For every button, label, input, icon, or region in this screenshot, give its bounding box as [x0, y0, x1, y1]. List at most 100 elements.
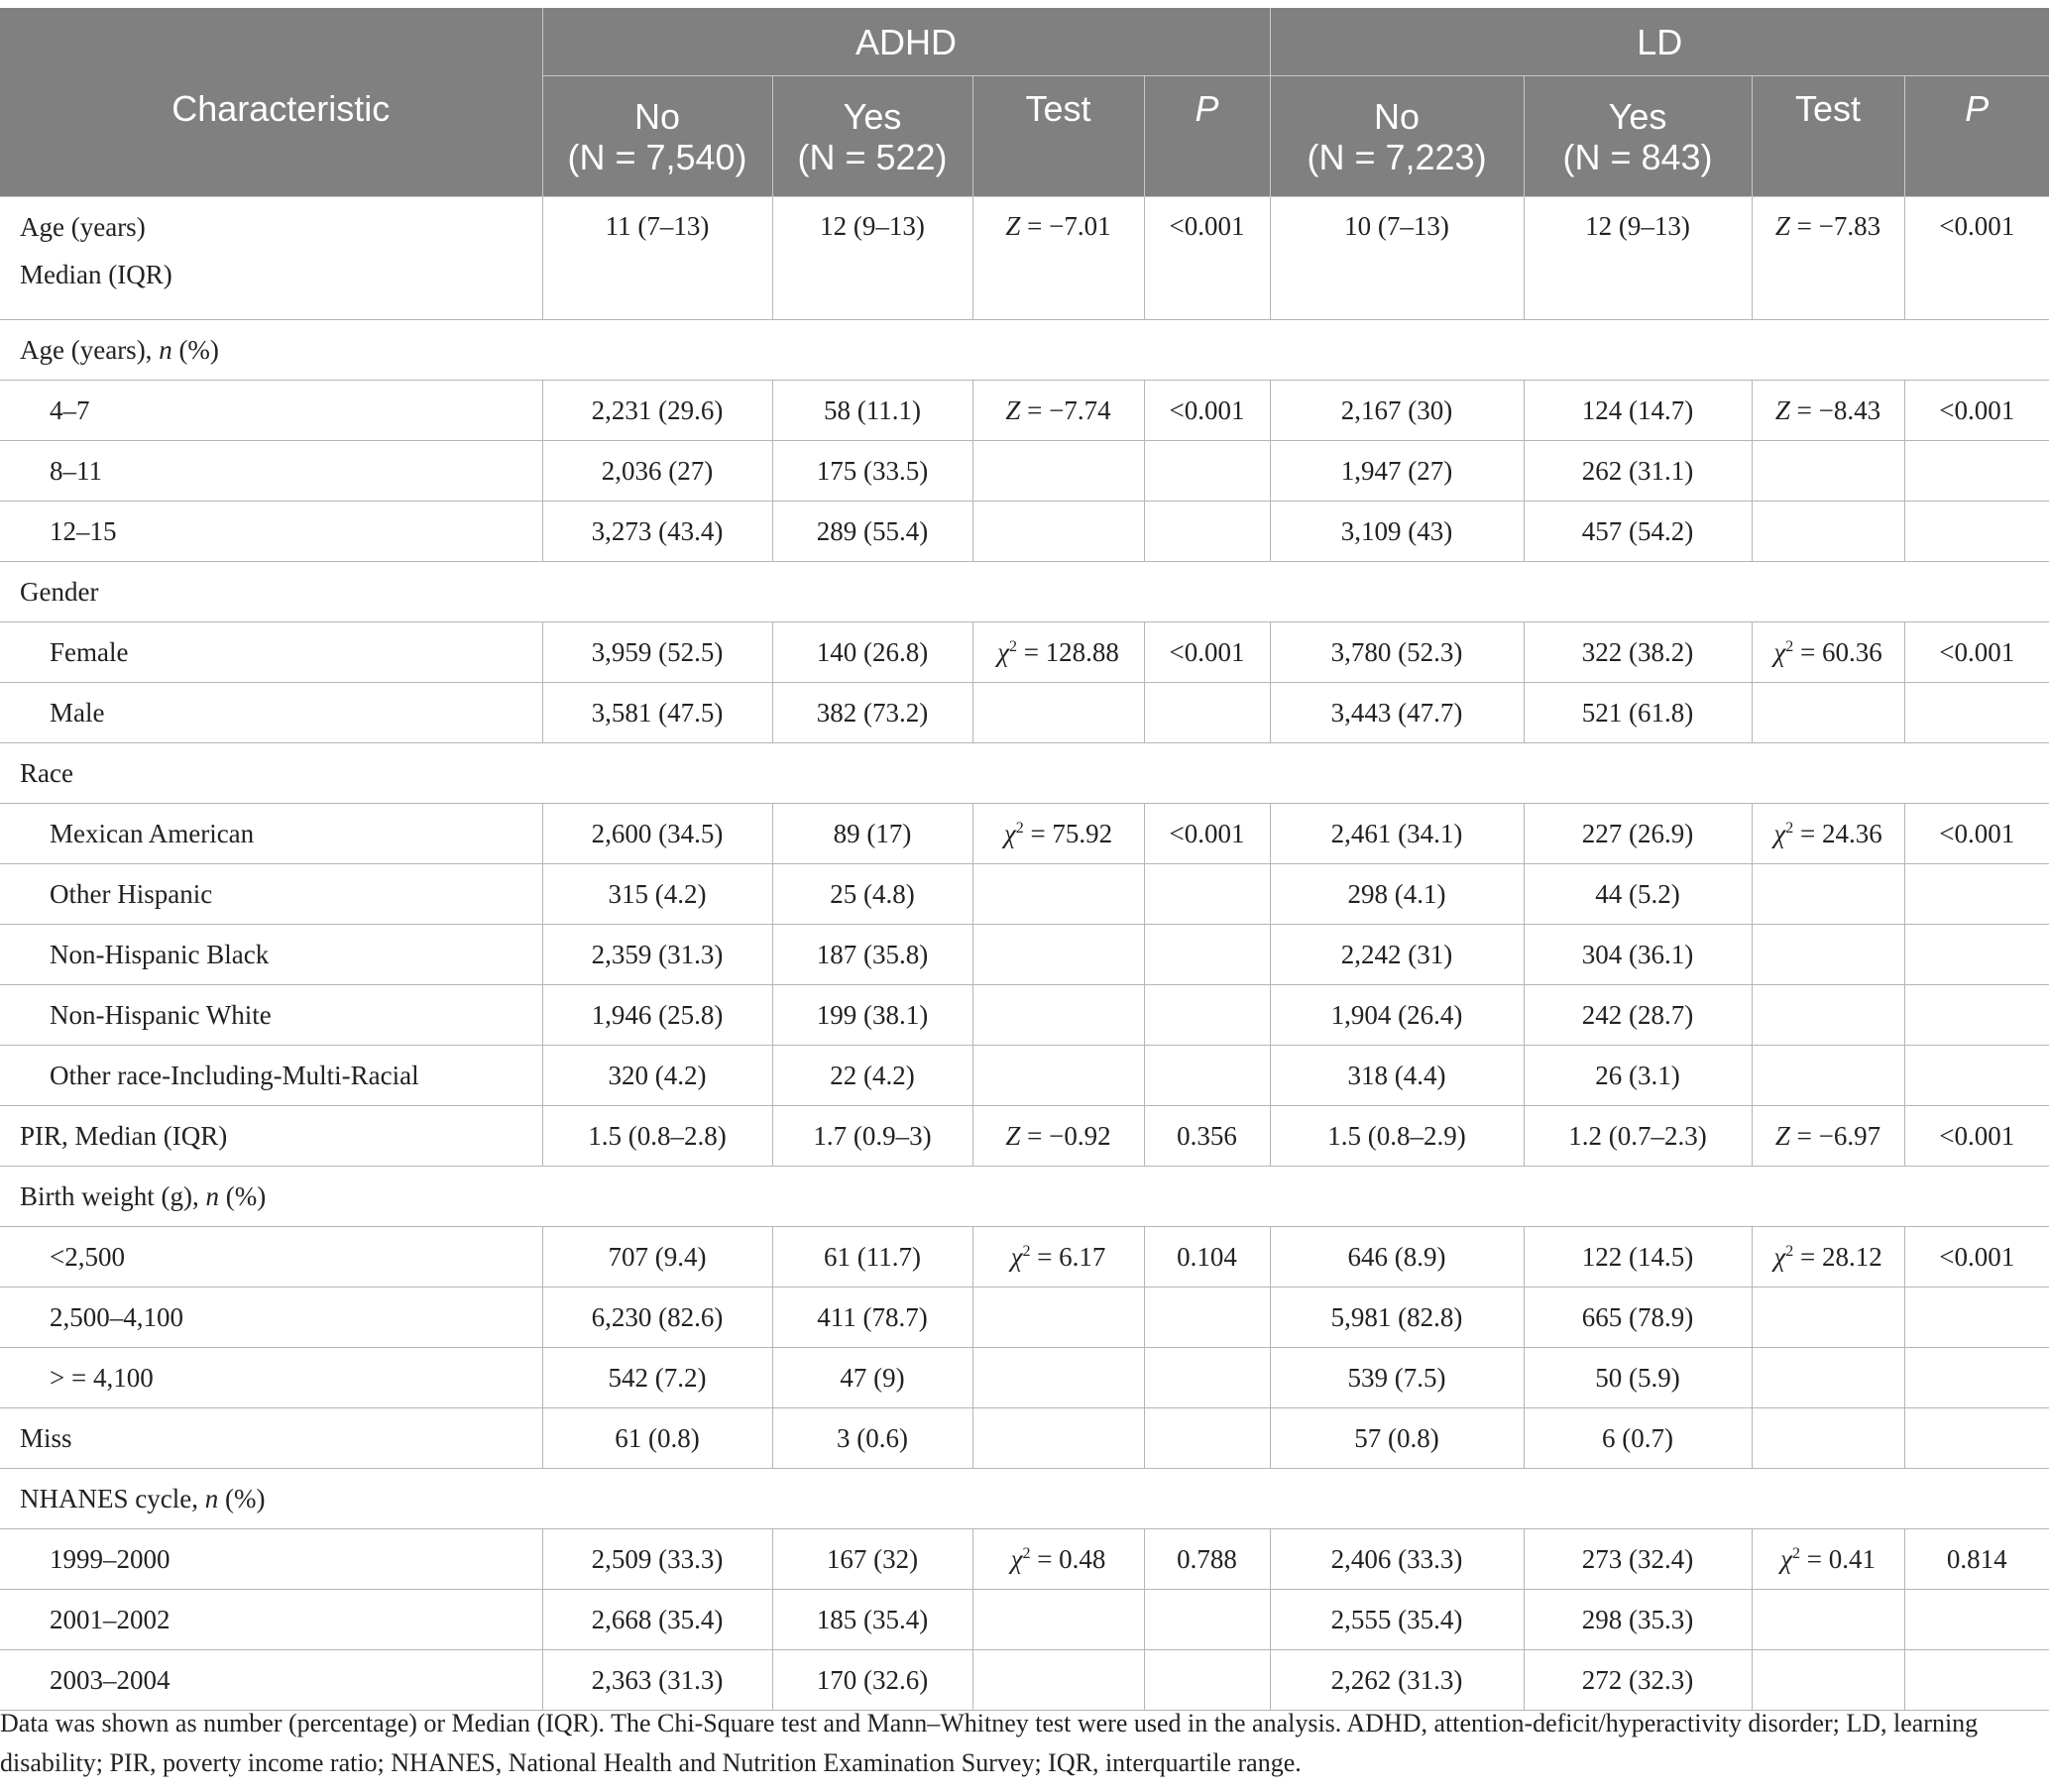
- cell-ld-test: Z = −7.83: [1751, 196, 1905, 320]
- row-label: Non-Hispanic Black: [0, 924, 543, 985]
- cell-ld-no: 3,443 (47.7): [1269, 682, 1525, 743]
- cell-ld-yes: 304 (36.1): [1523, 924, 1753, 985]
- cell-ld-no: 57 (0.8): [1269, 1407, 1525, 1469]
- cell-adhd-no: 2,509 (33.3): [541, 1528, 773, 1590]
- cell-ld-p: [1903, 1045, 2049, 1106]
- cell-ld-yes: 298 (35.3): [1523, 1589, 1753, 1650]
- cell-ld-no: 2,262 (31.3): [1269, 1649, 1525, 1711]
- cell-ld-no: 5,981 (82.8): [1269, 1287, 1525, 1348]
- cell-adhd-no: 2,600 (34.5): [541, 803, 773, 864]
- cell-adhd-test: [971, 682, 1145, 743]
- cell-ld-test: χ2 = 60.36: [1751, 621, 1905, 683]
- cell-adhd-test: Z = −0.92: [971, 1105, 1145, 1167]
- cell-ld-test: [1751, 924, 1905, 985]
- row-label: Female: [0, 621, 543, 683]
- cell-ld-p: [1903, 501, 2049, 562]
- table-row: 4–7 2,231 (29.6) 58 (11.1) Z = −7.74 <0.…: [0, 380, 2049, 441]
- cell-adhd-yes: 411 (78.7): [771, 1287, 973, 1348]
- cell-ld-p: <0.001: [1903, 803, 2049, 864]
- cell-adhd-test: χ2 = 6.17: [971, 1226, 1145, 1288]
- cell-adhd-yes: 3 (0.6): [771, 1407, 973, 1469]
- cell-ld-p: [1903, 1407, 2049, 1469]
- cell-adhd-no: 1.5 (0.8–2.8): [541, 1105, 773, 1167]
- cell-adhd-p: [1143, 984, 1271, 1046]
- cell-adhd-yes: 187 (35.8): [771, 924, 973, 985]
- header-ld-p: P: [1903, 75, 2049, 197]
- cell-adhd-test: [971, 1649, 1145, 1711]
- row-label: Non-Hispanic White: [0, 984, 543, 1046]
- cell-ld-p: [1903, 682, 2049, 743]
- cell-ld-yes: 1.2 (0.7–2.3): [1523, 1105, 1753, 1167]
- section-label: NHANES cycle, n (%): [0, 1468, 2049, 1529]
- table-row: Non-Hispanic White 1,946 (25.8) 199 (38.…: [0, 984, 2049, 1046]
- cell-ld-test: [1751, 1407, 1905, 1469]
- cell-adhd-test: χ2 = 0.48: [971, 1528, 1145, 1590]
- cell-adhd-no: 11 (7–13): [541, 196, 773, 320]
- table-header: Characteristic ADHD LD No (N = 7,540) Yes…: [0, 8, 2049, 197]
- cell-adhd-no: 542 (7.2): [541, 1347, 773, 1408]
- cell-ld-no: 2,167 (30): [1269, 380, 1525, 441]
- cell-ld-p: <0.001: [1903, 621, 2049, 683]
- cell-ld-test: [1751, 984, 1905, 1046]
- cell-adhd-p: [1143, 924, 1271, 985]
- table-row: Male 3,581 (47.5) 382 (73.2) 3,443 (47.7…: [0, 682, 2049, 743]
- cell-ld-yes: 521 (61.8): [1523, 682, 1753, 743]
- cell-ld-no: 539 (7.5): [1269, 1347, 1525, 1408]
- cell-adhd-yes: 58 (11.1): [771, 380, 973, 441]
- cell-adhd-p: [1143, 1045, 1271, 1106]
- header-ld-no-n: (N = 7,223): [1307, 136, 1487, 177]
- cell-adhd-yes: 1.7 (0.9–3): [771, 1105, 973, 1167]
- cell-ld-test: [1751, 1347, 1905, 1408]
- table-row: <2,500 707 (9.4) 61 (11.7) χ2 = 6.17 0.1…: [0, 1226, 2049, 1288]
- characteristics-table-container: Characteristic ADHD LD No (N = 7,540) Yes…: [0, 8, 2049, 1711]
- cell-adhd-test: Z = −7.01: [971, 196, 1145, 320]
- cell-ld-test: χ2 = 28.12: [1751, 1226, 1905, 1288]
- cell-ld-yes: 122 (14.5): [1523, 1226, 1753, 1288]
- cell-ld-yes: 665 (78.9): [1523, 1287, 1753, 1348]
- cell-adhd-no: 320 (4.2): [541, 1045, 773, 1106]
- cell-ld-no: 2,242 (31): [1269, 924, 1525, 985]
- cell-adhd-yes: 140 (26.8): [771, 621, 973, 683]
- cell-adhd-yes: 185 (35.4): [771, 1589, 973, 1650]
- cell-ld-p: <0.001: [1903, 1226, 2049, 1288]
- table-row: Other race-Including-Multi-Racial 320 (4…: [0, 1045, 2049, 1106]
- cell-adhd-no: 315 (4.2): [541, 863, 773, 925]
- table-row: Mexican American 2,600 (34.5) 89 (17) χ2…: [0, 803, 2049, 864]
- cell-ld-p: [1903, 1589, 2049, 1650]
- cell-adhd-no: 3,581 (47.5): [541, 682, 773, 743]
- cell-adhd-test: [971, 1347, 1145, 1408]
- cell-ld-p: [1903, 1347, 2049, 1408]
- cell-ld-no: 3,109 (43): [1269, 501, 1525, 562]
- row-label: 1999–2000: [0, 1528, 543, 1590]
- cell-adhd-yes: 12 (9–13): [771, 196, 973, 320]
- table-row: PIR, Median (IQR) 1.5 (0.8–2.8) 1.7 (0.9…: [0, 1105, 2049, 1167]
- row-label: 12–15: [0, 501, 543, 562]
- table-row: Non-Hispanic Black 2,359 (31.3) 187 (35.…: [0, 924, 2049, 985]
- cell-ld-p: <0.001: [1903, 1105, 2049, 1167]
- cell-adhd-test: χ2 = 128.88: [971, 621, 1145, 683]
- cell-ld-yes: 124 (14.7): [1523, 380, 1753, 441]
- cell-ld-no: 10 (7–13): [1269, 196, 1525, 320]
- row-label: > = 4,100: [0, 1347, 543, 1408]
- cell-ld-yes: 6 (0.7): [1523, 1407, 1753, 1469]
- cell-adhd-p: [1143, 501, 1271, 562]
- table-row: Other Hispanic 315 (4.2) 25 (4.8) 298 (4…: [0, 863, 2049, 925]
- table-row: 8–11 2,036 (27) 175 (33.5) 1,947 (27) 26…: [0, 440, 2049, 502]
- cell-ld-yes: 273 (32.4): [1523, 1528, 1753, 1590]
- cell-ld-yes: 242 (28.7): [1523, 984, 1753, 1046]
- cell-ld-no: 1,947 (27): [1269, 440, 1525, 502]
- cell-ld-p: [1903, 924, 2049, 985]
- cell-adhd-p: [1143, 1287, 1271, 1348]
- cell-ld-p: [1903, 1649, 2049, 1711]
- cell-adhd-test: χ2 = 75.92: [971, 803, 1145, 864]
- cell-ld-no: 318 (4.4): [1269, 1045, 1525, 1106]
- cell-ld-no: 646 (8.9): [1269, 1226, 1525, 1288]
- cell-adhd-no: 2,363 (31.3): [541, 1649, 773, 1711]
- cell-ld-p: 0.814: [1903, 1528, 2049, 1590]
- cell-adhd-yes: 22 (4.2): [771, 1045, 973, 1106]
- cell-ld-test: Z = −6.97: [1751, 1105, 1905, 1167]
- cell-ld-yes: 262 (31.1): [1523, 440, 1753, 502]
- cell-adhd-no: 2,359 (31.3): [541, 924, 773, 985]
- cell-ld-yes: 457 (54.2): [1523, 501, 1753, 562]
- cell-adhd-p: <0.001: [1143, 380, 1271, 441]
